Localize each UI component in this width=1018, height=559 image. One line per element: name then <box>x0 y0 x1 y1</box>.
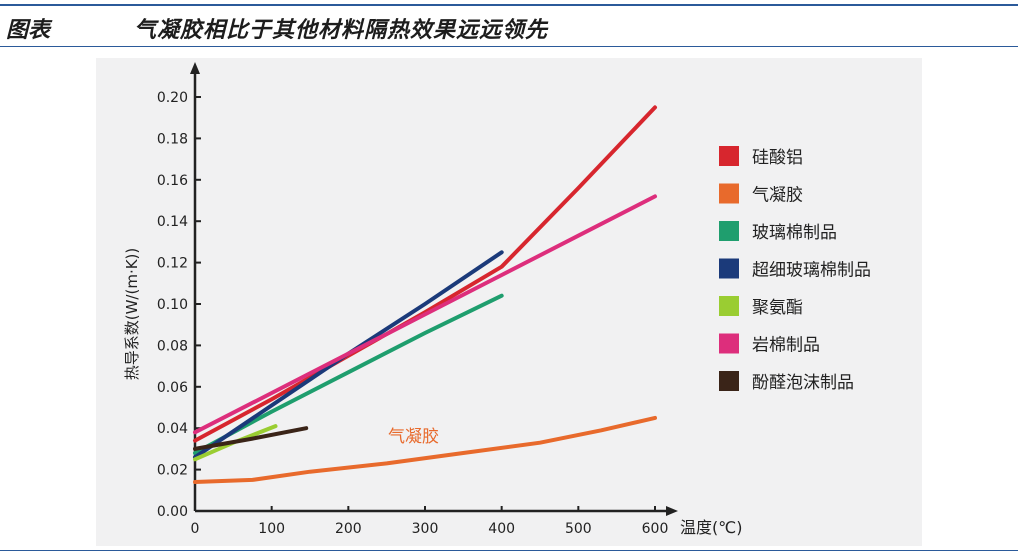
series-line-7 <box>193 426 309 451</box>
y-tick-label: 0.08 <box>157 338 188 354</box>
chart-background <box>96 58 922 546</box>
legend-label: 玻璃棉制品 <box>752 223 837 243</box>
legend-swatch <box>719 146 739 166</box>
aerogel-annotation: 气凝胶 <box>388 427 439 447</box>
y-tick-label: 0.12 <box>157 256 188 272</box>
y-axis-title: 热导系数(W/(m·K)) <box>123 248 141 381</box>
y-tick-label: 0.06 <box>157 380 188 396</box>
series-line-2 <box>193 415 657 484</box>
y-tick-label: 0.14 <box>157 214 188 230</box>
legend-label: 聚氨酯 <box>752 298 803 318</box>
x-tick-label: 100 <box>258 521 285 537</box>
footer-rule <box>0 550 1018 551</box>
x-axis-arrow <box>666 506 678 516</box>
legend-label: 气凝胶 <box>752 186 803 206</box>
figure-header: 图表 气凝胶相比于其他材料隔热效果远远领先 <box>0 6 1018 44</box>
legend-swatch <box>719 371 739 391</box>
x-tick-label: 200 <box>335 521 362 537</box>
series-line-6 <box>193 194 657 435</box>
x-tick-label: 0 <box>191 521 200 537</box>
legend-swatch <box>719 296 739 316</box>
series-lines <box>193 105 657 484</box>
x-tick-label: 400 <box>488 521 515 537</box>
figure-label: 图表 <box>6 17 51 43</box>
x-tick-label: 600 <box>642 521 669 537</box>
legend-swatch <box>719 183 739 204</box>
y-axis-arrow <box>190 62 200 74</box>
legend-label: 超细玻璃棉制品 <box>752 261 871 281</box>
figure-title: 气凝胶相比于其他材料隔热效果远远领先 <box>134 17 549 43</box>
y-tick-label: 0.18 <box>157 131 188 147</box>
x-tick-label: 500 <box>565 521 592 537</box>
y-tick-label: 0.10 <box>157 297 188 313</box>
y-tick-label: 0.16 <box>157 173 188 189</box>
header-rule-bottom <box>0 46 1018 47</box>
legend-swatch <box>719 221 739 241</box>
y-tick-label: 0.00 <box>157 504 188 520</box>
legend-label: 岩棉制品 <box>752 336 820 356</box>
y-tick-label: 0.04 <box>157 421 188 437</box>
y-tick-label: 0.02 <box>157 463 188 479</box>
header-rule-top <box>0 4 1018 6</box>
legend-swatch <box>719 258 739 279</box>
x-tick-label: 300 <box>412 521 439 537</box>
y-tick-label: 0.20 <box>157 90 188 106</box>
series-line-3 <box>193 293 504 455</box>
series-line-1 <box>193 105 657 443</box>
x-axis-title: 温度(℃) <box>680 518 742 537</box>
axes: 0.00 0.02 0.04 0.06 0.08 0.10 0.12 0.14 0.16 0.18… <box>123 62 742 537</box>
legend-label: 硅酸铝 <box>752 148 803 168</box>
legend-swatch <box>719 333 739 354</box>
legend-label: 酚醛泡沫制品 <box>752 373 854 393</box>
